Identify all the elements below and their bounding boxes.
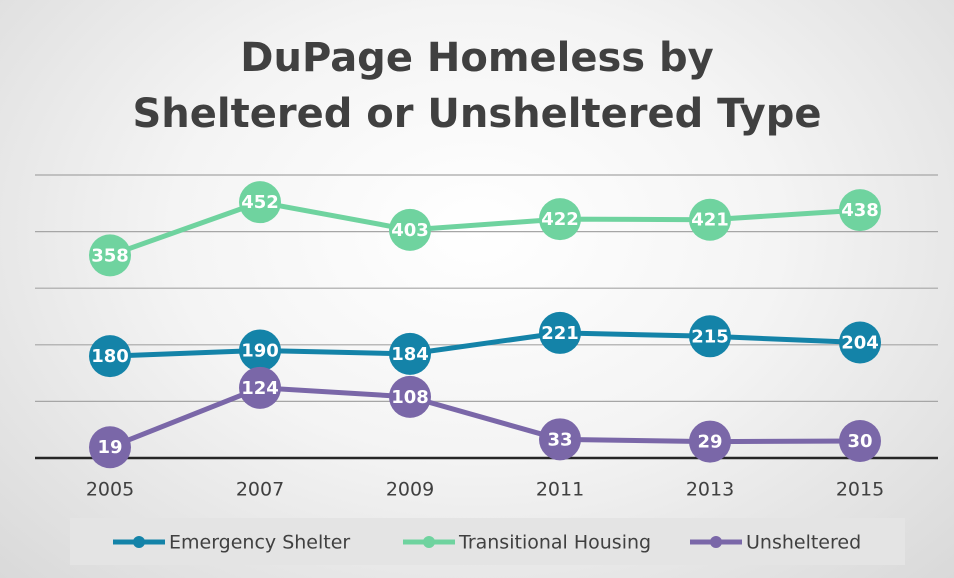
legend-marker [423,536,435,548]
data-label: 452 [241,192,279,213]
x-tick-label: 2015 [836,479,884,501]
legend-label: Emergency Shelter [169,532,350,554]
point [839,321,881,364]
point [389,332,431,375]
data-label: 33 [547,429,572,450]
x-tick-label: 2009 [386,479,434,501]
data-label: 29 [697,432,722,453]
x-tick-label: 2011 [536,479,584,501]
point [239,329,281,372]
point [89,426,131,469]
legend-marker [710,536,722,548]
data-label: 19 [97,437,122,458]
data-label: 180 [91,346,129,367]
point [539,418,581,461]
chart-title: DuPage Homeless by Sheltered or Unshelte… [132,35,822,137]
point [389,375,431,418]
legend-box [70,518,905,565]
series-line [109,385,861,450]
point [839,189,881,232]
data-label: 422 [541,209,579,230]
point [89,234,131,277]
point [689,315,731,358]
point [89,335,131,378]
data-label: 215 [691,326,729,347]
legend-label: Transitional Housing [458,532,651,554]
point [389,208,431,251]
point [689,198,731,241]
x-tick-label: 2007 [236,479,284,501]
x-tick-label: 2005 [86,479,134,501]
point [689,420,731,463]
point [239,366,281,409]
data-label: 421 [691,210,729,231]
data-label: 204 [841,333,879,354]
data-label: 108 [391,387,429,408]
data-label: 184 [391,344,429,365]
series-line [109,199,861,258]
data-label: 30 [847,431,872,452]
point [839,420,881,463]
data-label: 190 [241,340,279,361]
series-line [109,330,861,359]
data-label: 221 [541,323,579,344]
data-label: 438 [841,200,879,221]
data-label: 403 [391,220,429,241]
data-label: 358 [91,245,129,266]
point [539,198,581,241]
point [239,181,281,224]
x-tick-label: 2013 [686,479,734,501]
legend-label: Unsheltered [746,532,861,554]
data-label: 124 [241,378,279,399]
point [539,311,581,354]
legend-marker [133,536,145,548]
